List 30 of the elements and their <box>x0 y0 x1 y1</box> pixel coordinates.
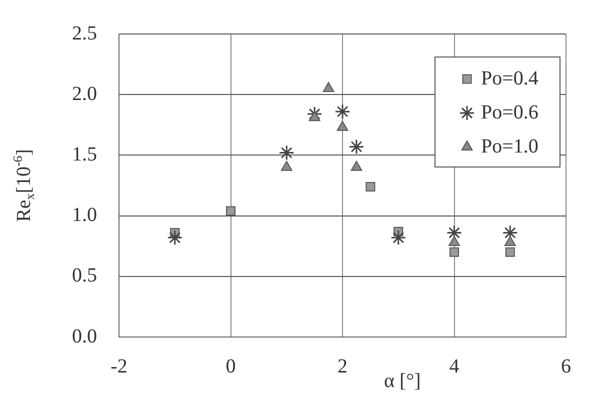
point <box>348 138 364 154</box>
point <box>450 247 459 257</box>
y-tick-label: 2.5 <box>72 22 97 44</box>
x-tick-label: 4 <box>449 355 460 378</box>
legend-label: Po=0.6 <box>481 101 538 124</box>
x-tick-label: 0 <box>226 355 236 378</box>
x-axis-title: α [°] <box>384 370 421 392</box>
point <box>350 160 362 171</box>
point <box>336 120 348 131</box>
point <box>167 230 183 246</box>
point <box>505 247 515 257</box>
point <box>226 206 236 216</box>
legend-label: Po=0.4 <box>481 67 538 90</box>
y-tick-label: 2.0 <box>72 82 97 105</box>
point <box>278 145 294 161</box>
point <box>334 104 350 120</box>
x-tick-label: 2 <box>338 355 348 378</box>
legend-label: Po=1.0 <box>481 135 538 158</box>
point <box>308 111 320 122</box>
y-tick-label: 0.0 <box>72 325 97 348</box>
point <box>322 82 334 92</box>
x-tick-label: 6 <box>561 355 571 378</box>
point <box>390 230 406 246</box>
point <box>366 182 376 192</box>
x-tick-label: -2 <box>110 355 128 378</box>
y-axis-title: Rex[10-6] <box>10 149 37 222</box>
y-tick-label: 1.0 <box>72 204 97 226</box>
point <box>280 160 292 171</box>
y-tick-label: 0.5 <box>72 264 97 287</box>
y-tick-label: 1.5 <box>72 143 97 166</box>
